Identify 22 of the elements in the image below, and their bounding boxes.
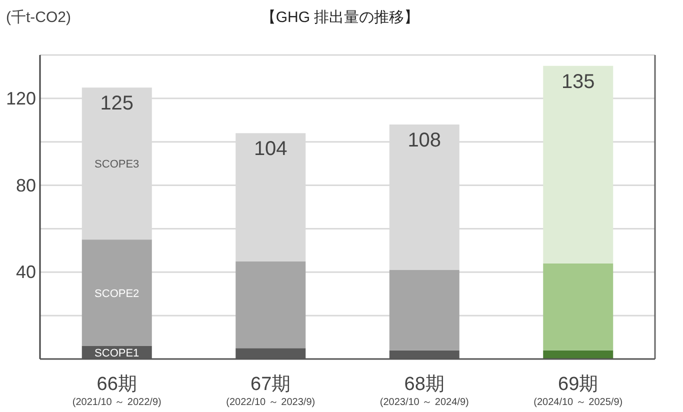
series-label: SCOPE3 <box>94 158 140 171</box>
series-label: SCOPE2 <box>94 288 140 300</box>
x-tick-label: 69期 (2024/10 ～ 2025/9) <box>534 374 623 408</box>
bar <box>543 263 614 350</box>
x-tick-label: 66期 (2021/10 ～ 2022/9) <box>72 374 162 408</box>
y-tick-label: 40 <box>16 262 36 282</box>
y-tick-label: 80 <box>16 175 36 196</box>
bar <box>543 350 614 359</box>
total-label: 135 <box>561 70 595 93</box>
bar <box>389 270 460 350</box>
series-label: SCOPE1 <box>94 347 140 360</box>
chart-title: 【GHG 排出量の推移】 <box>260 9 420 26</box>
total-label: 104 <box>254 138 288 160</box>
y-axis-title: (千t-CO2) <box>6 9 71 26</box>
bar <box>82 240 152 346</box>
bar <box>543 66 614 264</box>
x-tick-label: 68期 (2023/10 ～ 2024/9) <box>380 374 469 408</box>
total-label: 108 <box>408 129 442 152</box>
y-tick-label: 120 <box>6 88 36 108</box>
total-label: 125 <box>100 92 134 115</box>
x-tick-label: 67期 (2022/10 ～ 2023/9) <box>226 374 316 408</box>
bar <box>236 261 306 348</box>
